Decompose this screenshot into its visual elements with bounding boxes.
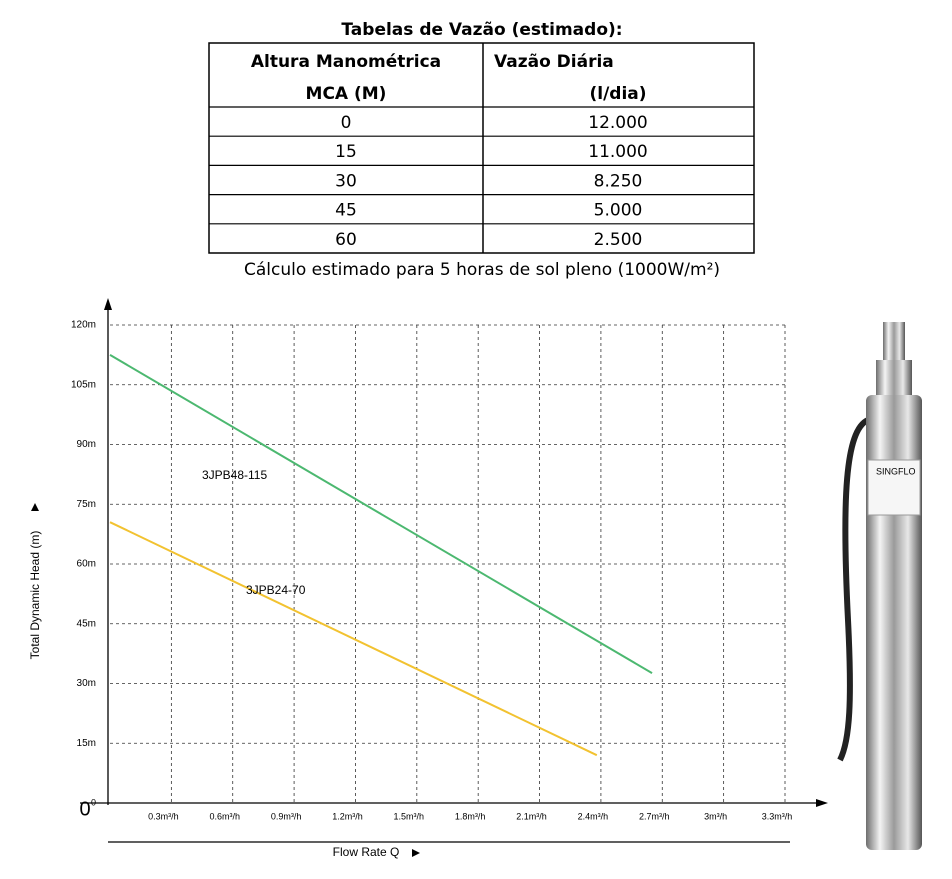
- x-tick-label: 2.7m³/h: [639, 811, 670, 821]
- series-label: 3JPB48-115: [202, 468, 267, 482]
- flow-table: Tabelas de Vazão (estimado): Altura Mano…: [208, 20, 755, 280]
- table-cell: 2.500: [594, 230, 643, 250]
- y-tick-label: 45m: [77, 618, 96, 629]
- y-tick-label: 30m: [77, 678, 96, 689]
- table-cell: 45: [335, 201, 357, 221]
- series-line: [109, 354, 653, 675]
- x-label-arrow: [412, 849, 420, 857]
- pump-label: [867, 459, 921, 516]
- series-label: 3JPB24-70: [246, 583, 306, 597]
- y-tick-label: 120m: [71, 320, 96, 331]
- y-tick-label: 15m: [77, 738, 96, 749]
- table-title: Tabelas de Vazão (estimado):: [341, 20, 622, 40]
- y-label-arrow: [31, 503, 39, 511]
- table-cell: 12.000: [588, 113, 647, 133]
- table-cell: 5.000: [594, 201, 643, 221]
- table-cell: 11.000: [588, 142, 647, 162]
- header-cell: Altura Manométrica: [251, 52, 441, 72]
- x-tick-label: 1.8m³/h: [455, 811, 486, 821]
- table-cell: 8.250: [594, 171, 643, 191]
- table-footnote: Cálculo estimado para 5 horas de sol ple…: [244, 260, 720, 280]
- x-arrow: [816, 799, 828, 807]
- pump-cable: [837, 417, 870, 762]
- x-tick-label: 0.6m³/h: [209, 811, 240, 821]
- origin-label: 0: [79, 798, 90, 820]
- x-tick-label: 2.1m³/h: [516, 811, 547, 821]
- x-tick-label: 3.3m³/h: [762, 811, 793, 821]
- y-tick-label: 105m: [71, 379, 96, 390]
- y-tick-label: 60m: [77, 559, 96, 570]
- header-cell: Vazão Diária: [494, 52, 614, 72]
- table-cell: 15: [335, 142, 357, 162]
- pump-nut: [876, 360, 912, 395]
- table-cell: 30: [335, 171, 357, 191]
- table-border: [208, 42, 755, 254]
- y-tick-label: 0: [91, 797, 96, 807]
- pump-image: SINGFLO: [837, 322, 922, 850]
- pump-outlet: [883, 322, 905, 362]
- pump-brand: SINGFLO: [876, 466, 916, 476]
- x-axis-label: Flow Rate Q: [333, 845, 400, 859]
- table-cell: 0: [341, 113, 352, 133]
- x-tick-label: 1.5m³/h: [394, 811, 425, 821]
- x-tick-label: 1.2m³/h: [332, 811, 363, 821]
- table-cell: 60: [335, 230, 357, 250]
- y-tick-label: 75m: [77, 499, 96, 510]
- x-tick-label: 0.9m³/h: [271, 811, 302, 821]
- y-axis-label: Total Dynamic Head (m): [28, 531, 42, 660]
- series-line: [109, 521, 598, 757]
- y-tick-label: 90m: [77, 439, 96, 450]
- y-arrow: [104, 298, 112, 310]
- header-cell: (l/dia): [589, 84, 646, 104]
- header-cell: MCA (M): [306, 84, 387, 104]
- x-tick-label: 2.4m³/h: [578, 811, 609, 821]
- x-tick-label: 0.3m³/h: [148, 811, 179, 821]
- x-tick-label: 3m³/h: [704, 811, 727, 821]
